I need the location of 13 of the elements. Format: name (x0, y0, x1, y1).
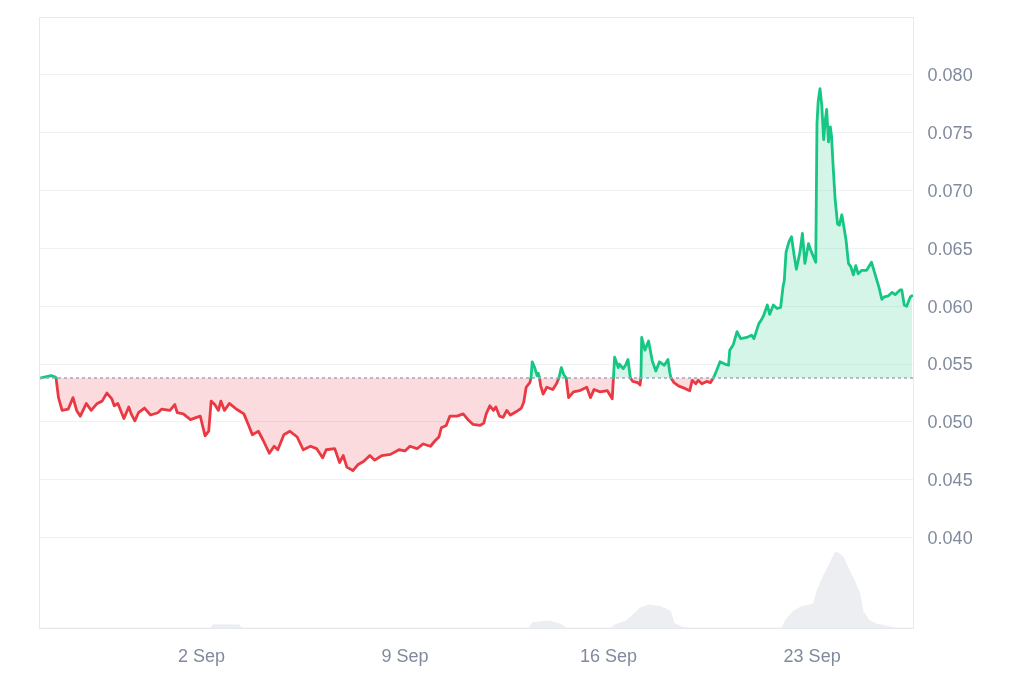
x-tick-label: 23 Sep (783, 645, 841, 666)
x-tick-label: 9 Sep (381, 645, 429, 666)
y-tick-label: 0.065 (927, 238, 973, 259)
y-tick-label: 0.080 (927, 65, 973, 86)
x-tick-label: 2 Sep (177, 645, 225, 666)
y-tick-label: 0.075 (927, 122, 973, 143)
y-tick-label: 0.055 (927, 354, 973, 375)
y-tick-label: 0.060 (927, 296, 973, 317)
x-tick-label: 16 Sep (580, 645, 638, 666)
y-tick-label: 0.050 (927, 412, 973, 433)
y-tick-label: 0.045 (927, 470, 973, 491)
y-tick-label: 0.070 (927, 180, 973, 201)
y-tick-label: 0.040 (927, 528, 973, 549)
